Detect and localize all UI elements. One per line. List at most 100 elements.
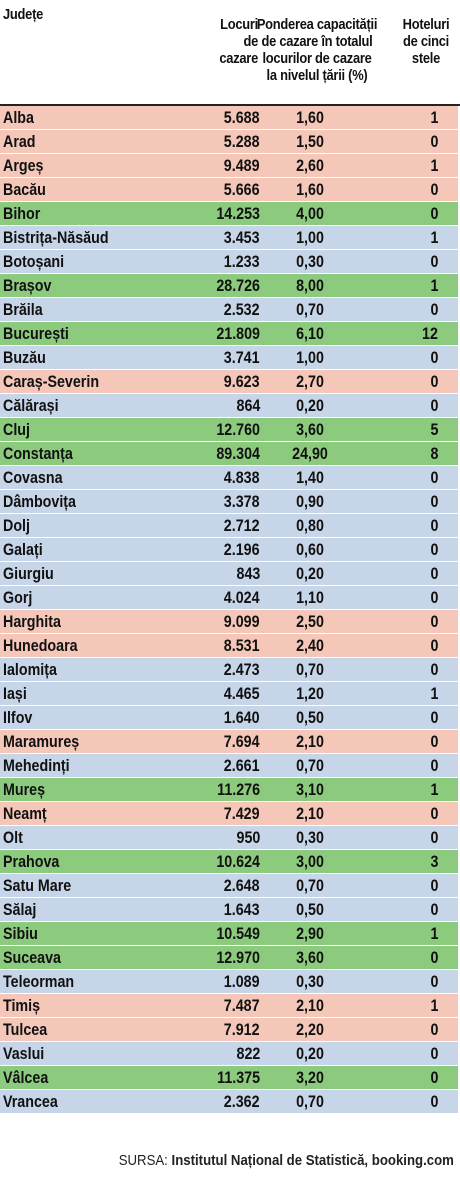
cell-county: Gorj [3, 588, 33, 607]
table-row: Gorj 4.024 1,10 0 [0, 586, 458, 610]
header-hotels: Hoteluri de cinci stele [387, 16, 460, 67]
cell-share: 3,10 [296, 780, 324, 799]
header-places: Locuri de cazare [187, 16, 258, 67]
table-row: Olt 950 0,30 0 [0, 826, 458, 850]
table-row: Ilfov 1.640 0,50 0 [0, 706, 458, 730]
cell-county: Buzău [3, 348, 46, 367]
cell-county: Mureș [3, 780, 46, 799]
cell-hotels: 1 [430, 156, 438, 175]
cell-share: 1,20 [296, 684, 324, 703]
cell-county: Vrancea [3, 1092, 58, 1111]
cell-places: 3.453 [224, 228, 260, 247]
header-hotels-line: Hoteluri [402, 16, 450, 33]
cell-hotels: 0 [430, 612, 438, 631]
cell-hotels: 0 [430, 588, 438, 607]
cell-county: Vaslui [3, 1044, 45, 1063]
table-row: Vrancea 2.362 0,70 0 [0, 1090, 458, 1114]
cell-share: 2,70 [296, 372, 324, 391]
table-row: Bistrița-Năsăud 3.453 1,00 1 [0, 226, 458, 250]
table-row: Cluj 12.760 3,60 5 [0, 418, 458, 442]
cell-hotels: 0 [430, 1068, 438, 1087]
cell-county: Dolj [3, 516, 30, 535]
cell-county: Iași [3, 684, 27, 703]
cell-share: 8,00 [296, 276, 324, 295]
cell-places: 7.487 [224, 996, 260, 1015]
cell-county: Sibiu [3, 924, 38, 943]
cell-share: 0,70 [296, 300, 324, 319]
cell-share: 3,00 [296, 852, 324, 871]
cell-county: Botoșani [3, 252, 65, 271]
cell-county: Brăila [3, 300, 43, 319]
cell-county: Caraș-Severin [3, 372, 100, 391]
cell-share: 0,50 [296, 900, 324, 919]
cell-hotels: 0 [430, 948, 438, 967]
cell-places: 9.099 [224, 612, 260, 631]
cell-share: 0,30 [296, 828, 324, 847]
cell-places: 2.712 [224, 516, 260, 535]
cell-share: 0,70 [296, 756, 324, 775]
table-row: Călărași 864 0,20 0 [0, 394, 458, 418]
header-hotels-line: de cinci [403, 33, 449, 50]
cell-places: 7.429 [224, 804, 260, 823]
cell-places: 5.288 [224, 132, 260, 151]
cell-county: Argeș [3, 156, 44, 175]
cell-places: 3.378 [224, 492, 260, 511]
table-row: București 21.809 6,10 12 [0, 322, 458, 346]
header-places-line: de [243, 33, 258, 50]
cell-places: 4.024 [224, 588, 260, 607]
cell-hotels: 0 [430, 660, 438, 679]
cell-places: 822 [236, 1044, 260, 1063]
cell-places: 10.549 [216, 924, 260, 943]
cell-county: Satu Mare [3, 876, 72, 895]
cell-hotels: 1 [430, 780, 438, 799]
cell-places: 2.362 [224, 1092, 260, 1111]
cell-share: 2,50 [296, 612, 324, 631]
table-row: Mehedinți 2.661 0,70 0 [0, 754, 458, 778]
cell-places: 2.648 [224, 876, 260, 895]
cell-places: 12.760 [216, 420, 260, 439]
table-row: Arad 5.288 1,50 0 [0, 130, 458, 154]
table-row: Covasna 4.838 1,40 0 [0, 466, 458, 490]
table-row: Giurgiu 843 0,20 0 [0, 562, 458, 586]
cell-share: 1,00 [296, 228, 324, 247]
cell-places: 21.809 [216, 324, 260, 343]
table-row: Brăila 2.532 0,70 0 [0, 298, 458, 322]
header-share-line: locurilor de cazare [262, 50, 372, 67]
cell-share: 2,10 [296, 996, 324, 1015]
cell-county: Arad [3, 132, 36, 151]
cell-hotels: 0 [430, 636, 438, 655]
cell-county: Covasna [3, 468, 63, 487]
table-row: Dolj 2.712 0,80 0 [0, 514, 458, 538]
cell-county: București [3, 324, 69, 343]
header-county: Județe [3, 6, 44, 23]
cell-places: 4.465 [224, 684, 260, 703]
cell-share: 1,60 [296, 108, 324, 127]
cell-share: 0,60 [296, 540, 324, 559]
cell-places: 1.643 [224, 900, 260, 919]
cell-share: 0,80 [296, 516, 324, 535]
cell-share: 0,20 [296, 564, 324, 583]
cell-county: Harghita [3, 612, 61, 631]
cell-hotels: 0 [430, 348, 438, 367]
cell-hotels: 1 [430, 276, 438, 295]
cell-share: 2,20 [296, 1020, 324, 1039]
cell-share: 4,00 [296, 204, 324, 223]
cell-hotels: 0 [430, 540, 438, 559]
cell-county: Alba [3, 108, 34, 127]
cell-share: 3,60 [296, 420, 324, 439]
cell-hotels: 0 [430, 132, 438, 151]
cell-places: 5.666 [224, 180, 260, 199]
cell-hotels: 12 [422, 324, 438, 343]
cell-county: Timiș [3, 996, 41, 1015]
cell-places: 7.694 [224, 732, 260, 751]
header-share-line: Ponderea capacității [256, 16, 378, 33]
table-row: Neamț 7.429 2,10 0 [0, 802, 458, 826]
cell-hotels: 0 [430, 1020, 438, 1039]
cell-places: 11.276 [217, 780, 260, 799]
cell-places: 10.624 [216, 852, 260, 871]
cell-county: Tulcea [3, 1020, 48, 1039]
cell-county: Cluj [3, 420, 30, 439]
cell-hotels: 0 [430, 732, 438, 751]
cell-share: 2,40 [296, 636, 324, 655]
cell-places: 2.473 [224, 660, 260, 679]
